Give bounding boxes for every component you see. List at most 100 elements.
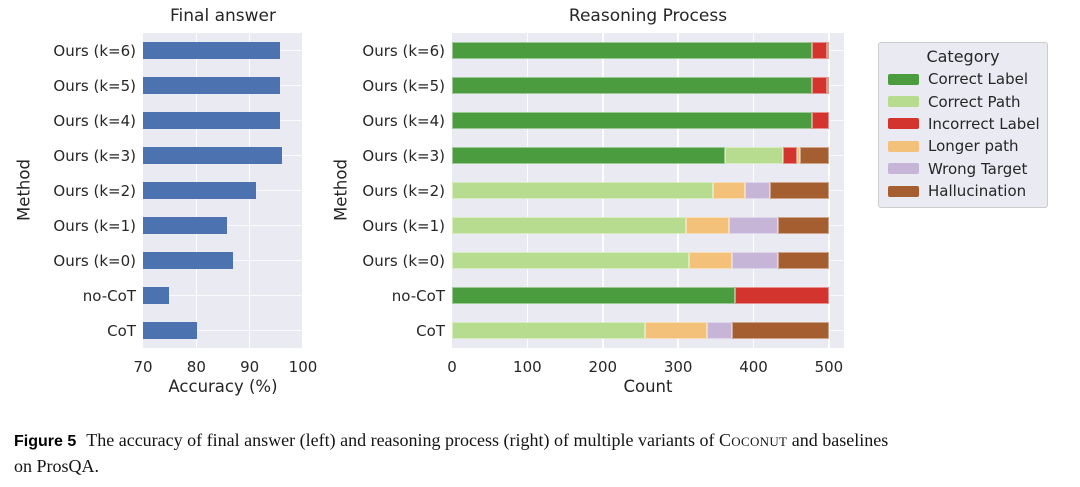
bar-ours-k-6 bbox=[143, 42, 280, 59]
legend-entry-correct-path: Correct Path bbox=[879, 90, 1047, 112]
wrong-target-swatch-icon bbox=[888, 163, 919, 175]
legend-entry-incorrect-label: Incorrect Label bbox=[879, 113, 1047, 135]
y-tick-label-ours-k-4: Ours (k=4) bbox=[362, 111, 445, 130]
y-tick-label-ours-k-0: Ours (k=0) bbox=[53, 251, 136, 270]
bar-ours-k-1 bbox=[143, 217, 228, 234]
left-x-axis-label: Accuracy (%) bbox=[168, 377, 278, 396]
segment-ours-k-6-correct-label bbox=[452, 42, 812, 59]
bar-ours-k-2 bbox=[143, 182, 256, 199]
segment-ours-k-0-longer-path bbox=[689, 252, 732, 269]
right-x-axis-label: Count bbox=[623, 377, 673, 396]
y-tick-label-cot: CoT bbox=[416, 321, 445, 340]
legend-entries: Correct Label Correct Path Incorrect Label… bbox=[879, 68, 1047, 202]
hallucination-swatch-icon bbox=[888, 185, 919, 197]
h-gridline bbox=[143, 294, 303, 297]
x-tick-label-80: 80 bbox=[186, 358, 206, 376]
reasoning-process-plot-area bbox=[452, 33, 844, 348]
y-tick-label-ours-k-3: Ours (k=3) bbox=[362, 146, 445, 165]
caption-text-after: and baselines bbox=[787, 430, 889, 450]
legend-label-correct-label: Correct Label bbox=[928, 70, 1028, 89]
y-tick-label-ours-k-3: Ours (k=3) bbox=[53, 146, 136, 165]
final-answer-chart-title: Final answer bbox=[170, 6, 276, 26]
caption-coconut-smallcaps: Coconut bbox=[719, 430, 788, 450]
bar-ours-k-4 bbox=[143, 112, 281, 129]
x-tick-label-90: 90 bbox=[240, 358, 260, 376]
legend-entry-wrong-target: Wrong Target bbox=[879, 158, 1047, 180]
segment-ours-k-2-correct-path bbox=[452, 182, 713, 199]
correct-path-swatch-icon bbox=[888, 96, 919, 108]
segment-ours-k-5-correct-label bbox=[452, 77, 812, 94]
legend-entry-longer-path: Longer path bbox=[879, 135, 1047, 157]
legend-label-longer-path: Longer path bbox=[928, 137, 1019, 156]
longer-path-swatch-icon bbox=[888, 140, 919, 152]
bar-ours-k-0 bbox=[143, 252, 234, 269]
segment-ours-k-6-incorrect-label bbox=[811, 42, 827, 59]
category-legend: Category Correct Label Correct Path Incorr… bbox=[878, 42, 1048, 208]
y-tick-label-ours-k-1: Ours (k=1) bbox=[362, 216, 445, 235]
legend-entry-hallucination: Hallucination bbox=[879, 180, 1047, 202]
segment-ours-k-1-hallucination bbox=[777, 217, 829, 234]
y-tick-label-ours-k-1: Ours (k=1) bbox=[53, 216, 136, 235]
x-tick-label-200: 200 bbox=[588, 358, 618, 376]
y-tick-label-ours-k-5: Ours (k=5) bbox=[53, 76, 136, 95]
final-answer-plot-area bbox=[143, 33, 304, 348]
segment-ours-k-2-wrong-target bbox=[745, 182, 771, 199]
segment-ours-k-1-wrong-target bbox=[728, 217, 778, 234]
segment-ours-k-1-correct-path bbox=[452, 217, 686, 234]
y-tick-label-ours-k-4: Ours (k=4) bbox=[53, 111, 136, 130]
segment-ours-k-5-incorrect-label bbox=[811, 77, 827, 94]
segment-cot-hallucination bbox=[731, 322, 829, 339]
caption-line-1: Figure 5 The accuracy of final answer (le… bbox=[14, 428, 1072, 454]
y-tick-label-no-cot: no-CoT bbox=[391, 286, 445, 305]
segment-ours-k-6-hallucination bbox=[826, 42, 829, 59]
caption-label: Figure 5 bbox=[14, 433, 77, 450]
legend-title: Category bbox=[926, 47, 1000, 66]
incorrect-label-swatch-icon bbox=[888, 118, 919, 130]
figure-caption: Figure 5 The accuracy of final answer (le… bbox=[14, 428, 1072, 479]
legend-label-incorrect-label: Incorrect Label bbox=[928, 114, 1040, 133]
x-tick-label-500: 500 bbox=[814, 358, 844, 376]
bar-no-cot bbox=[143, 287, 170, 304]
caption-line-2: on ProsQA. bbox=[14, 456, 100, 476]
legend-label-wrong-target: Wrong Target bbox=[928, 159, 1028, 178]
x-tick-label-300: 300 bbox=[663, 358, 693, 376]
x-tick-label-70: 70 bbox=[133, 358, 153, 376]
y-tick-label-no-cot: no-CoT bbox=[82, 286, 136, 305]
x-tick-label-400: 400 bbox=[739, 358, 768, 376]
segment-ours-k-4-incorrect-label bbox=[812, 112, 829, 129]
bar-cot bbox=[143, 322, 198, 339]
correct-label-swatch-icon bbox=[888, 73, 919, 85]
segment-cot-wrong-target bbox=[706, 322, 732, 339]
x-tick-label-100: 100 bbox=[288, 358, 318, 376]
y-tick-label-ours-k-2: Ours (k=2) bbox=[53, 181, 136, 200]
segment-cot-correct-path bbox=[452, 322, 645, 339]
segment-ours-k-3-incorrect-label bbox=[782, 147, 798, 164]
segment-ours-k-0-hallucination bbox=[777, 252, 829, 269]
bar-ours-k-3 bbox=[143, 147, 282, 164]
y-tick-label-ours-k-6: Ours (k=6) bbox=[53, 41, 136, 60]
y-tick-label-ours-k-2: Ours (k=2) bbox=[362, 181, 445, 200]
segment-no-cot-incorrect-label bbox=[734, 287, 829, 304]
y-tick-label-ours-k-6: Ours (k=6) bbox=[362, 41, 445, 60]
legend-label-correct-path: Correct Path bbox=[928, 92, 1021, 111]
segment-ours-k-3-hallucination bbox=[800, 147, 829, 164]
segment-ours-k-0-correct-path bbox=[452, 252, 690, 269]
y-tick-label-cot: CoT bbox=[107, 321, 136, 340]
x-tick-label-100: 100 bbox=[513, 358, 542, 376]
segment-cot-longer-path bbox=[644, 322, 707, 339]
x-tick-label-0: 0 bbox=[447, 358, 457, 376]
segment-ours-k-2-hallucination bbox=[770, 182, 829, 199]
caption-text-before: The accuracy of final answer (left) and … bbox=[86, 430, 719, 450]
segment-ours-k-3-correct-label bbox=[452, 147, 725, 164]
segment-ours-k-3-correct-path bbox=[724, 147, 783, 164]
segment-ours-k-2-longer-path bbox=[712, 182, 746, 199]
legend-label-hallucination: Hallucination bbox=[928, 182, 1027, 201]
reasoning-process-chart-title: Reasoning Process bbox=[568, 6, 728, 26]
y-tick-label-ours-k-5: Ours (k=5) bbox=[362, 76, 445, 95]
segment-ours-k-1-longer-path bbox=[685, 217, 729, 234]
v-gridline bbox=[302, 33, 304, 348]
h-gridline bbox=[143, 329, 303, 332]
segment-ours-k-3-longer-path bbox=[797, 147, 801, 164]
v-gridline bbox=[828, 33, 830, 348]
